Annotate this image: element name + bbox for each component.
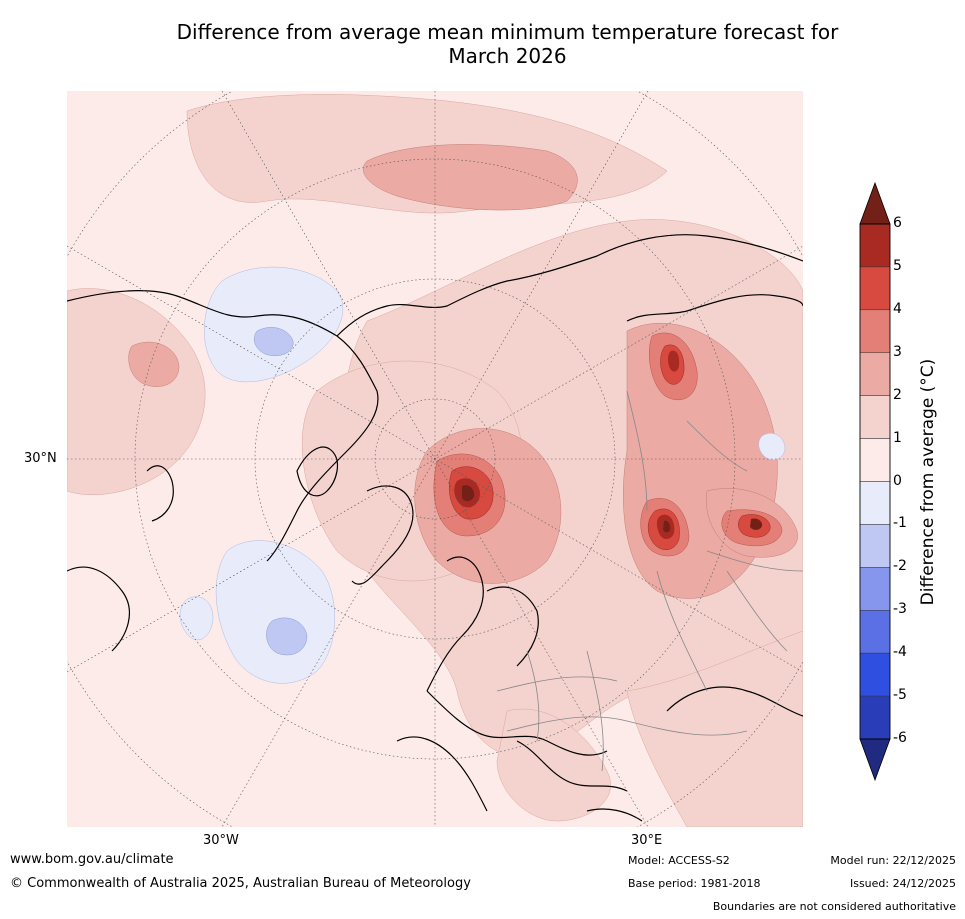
colorbar-segment <box>859 524 891 568</box>
colorbar-tick-label: -3 <box>893 601 907 618</box>
lat-label-30n: 30°N <box>24 451 57 466</box>
colorbar-tick-label: 0 <box>893 472 902 489</box>
colorbar-segment <box>859 352 891 396</box>
colorbar-tick-label: -6 <box>893 730 907 746</box>
anomaly-cool1-pacific-west <box>179 596 214 641</box>
map-svg <box>67 91 803 827</box>
colorbar <box>859 181 891 782</box>
lon-label-30e: 30°E <box>631 833 663 848</box>
anomaly-warm6-core-3 <box>750 518 763 530</box>
chart-title: Difference from average mean minimum tem… <box>60 20 955 68</box>
coastlines <box>67 234 803 822</box>
lon-label-30w: 30°W <box>203 833 239 848</box>
colorbar-tick-label: 1 <box>893 429 902 446</box>
forecast-map <box>67 91 803 827</box>
graticule <box>67 91 803 827</box>
title-line-2: March 2026 <box>448 44 567 68</box>
anomaly-cool2-canada <box>254 327 294 357</box>
footer-url[interactable]: www.bom.gov.au/climate <box>10 852 174 867</box>
colorbar-tick-label: -1 <box>893 515 907 532</box>
colorbar-tick-label: -4 <box>893 644 907 661</box>
footer-disclaimer: Boundaries are not considered authoritat… <box>712 900 956 913</box>
colorbar-tick-label: 2 <box>893 386 902 403</box>
anomaly-warm2-alaska <box>128 341 180 387</box>
anomaly-warm6-core-2 <box>663 520 671 533</box>
colorbar-segment <box>859 567 891 611</box>
colorbar-segment <box>859 266 891 311</box>
footer-model-run: Model run: 22/12/2025 <box>830 854 956 867</box>
colorbar-segment <box>859 652 891 697</box>
anomaly-warm1-mediterranean <box>496 708 611 822</box>
colorbar-segment <box>859 395 891 439</box>
colorbar-tick-label: 6 <box>893 215 902 231</box>
footer-issued: Issued: 24/12/2025 <box>849 877 956 890</box>
footer-copyright: © Commonwealth of Australia 2025, Austra… <box>10 876 471 891</box>
colorbar-outline <box>859 223 891 740</box>
anomaly-cool1-atlantic <box>215 540 335 684</box>
anomaly-cool1-canada <box>204 266 344 383</box>
colorbar-segment <box>859 481 891 525</box>
colorbar-segment <box>859 309 891 353</box>
footer-model: Model: ACCESS-S2 <box>628 854 730 867</box>
colorbar-tick-label: -5 <box>893 687 907 704</box>
anomaly-cool2-atlantic <box>266 617 308 656</box>
anomaly-warm1-pacific <box>67 288 206 495</box>
colorbar-segment <box>859 695 891 740</box>
colorbar-segment <box>859 438 891 482</box>
anomaly-warm2-bering <box>363 144 578 211</box>
colorbar-under-arrow <box>859 738 891 782</box>
colorbar-segment <box>859 223 891 268</box>
colorbar-tick-label: 5 <box>893 257 902 274</box>
colorbar-segment <box>859 610 891 654</box>
colorbar-tick-label: -2 <box>893 558 907 575</box>
anomaly-warm1-south-band <box>626 630 803 827</box>
colorbar-tick-label: 4 <box>893 300 902 317</box>
colorbar-label: Difference from average (°C) <box>918 358 938 606</box>
footer-base-period: Base period: 1981-2018 <box>628 877 761 890</box>
title-line-1: Difference from average mean minimum tem… <box>176 20 839 44</box>
anomaly-warm6-core-1 <box>462 485 475 502</box>
colorbar-over-arrow <box>859 181 891 225</box>
colorbar-tick-label: 3 <box>893 343 902 360</box>
anomaly-cool1-tibet <box>758 433 786 461</box>
anomaly-warm5-core-3 <box>667 350 680 372</box>
country-borders <box>496 390 803 772</box>
